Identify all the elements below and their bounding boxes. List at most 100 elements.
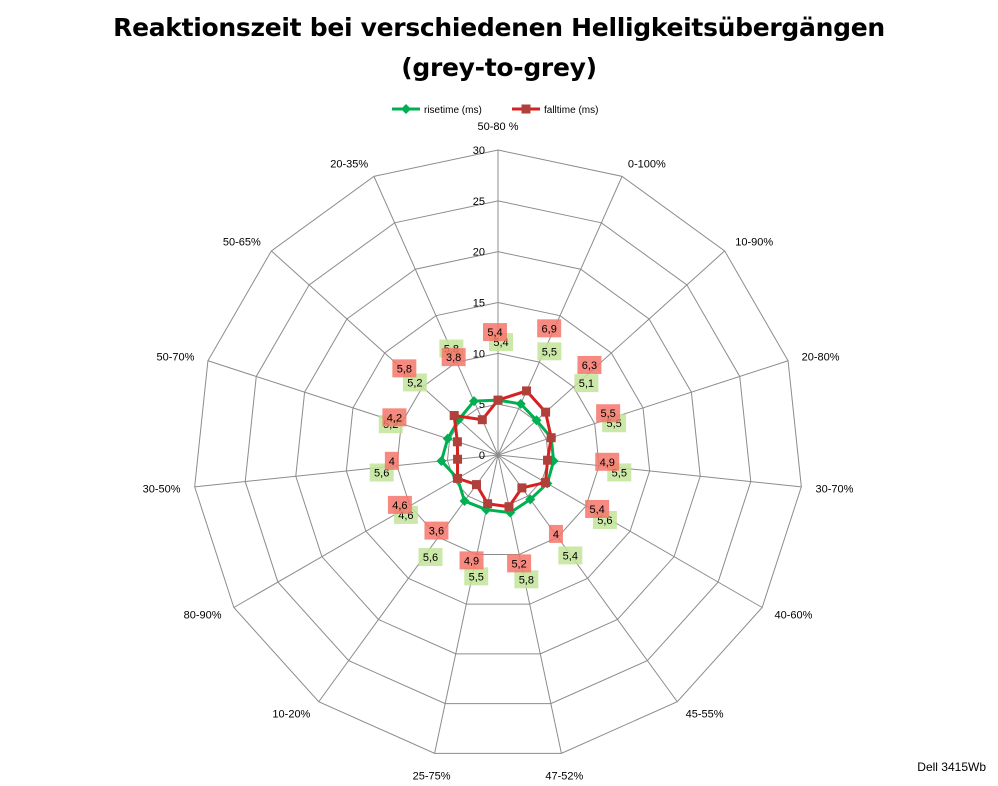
grid-spoke	[194, 454, 499, 488]
series-marker-1	[449, 411, 459, 421]
series-marker-1	[452, 473, 462, 483]
series-marker-0	[469, 396, 480, 407]
chart-title-line1: Reaktionszeit bei verschiedenen Helligke…	[113, 13, 885, 42]
data-label-bg	[577, 355, 602, 374]
data-label-bg	[402, 373, 427, 392]
data-label-bg	[483, 323, 507, 342]
data-label-bg	[595, 452, 620, 471]
category-label: 50-65%	[223, 236, 261, 248]
grid-ring	[345, 301, 651, 605]
data-label: 5,4	[563, 550, 578, 562]
data-label-bg	[507, 554, 532, 573]
watermark: Dell 3415Wb	[917, 760, 986, 774]
category-label: 0-100%	[628, 158, 666, 170]
data-label-bg	[514, 570, 539, 589]
data-label: 4,9	[600, 457, 615, 469]
data-label-bg	[384, 451, 399, 470]
category-label: 30-50%	[143, 483, 181, 495]
data-label-bg	[418, 548, 443, 567]
category-label: 10-90%	[735, 236, 773, 248]
tick-label: 0	[479, 450, 485, 462]
series-marker-1	[522, 386, 532, 396]
series-marker-0	[436, 455, 447, 466]
tick-label: 20	[473, 247, 485, 259]
grid-spoke	[318, 454, 499, 703]
series-layer	[436, 386, 559, 518]
category-label: 10-20%	[272, 708, 310, 720]
series-marker-1	[471, 480, 481, 490]
series-marker-0	[442, 433, 453, 444]
category-label: 25-75%	[413, 770, 451, 782]
data-label: 3,8	[446, 352, 461, 364]
data-label: 5,5	[600, 408, 615, 420]
data-label: 5,6	[374, 468, 389, 480]
data-label: 5,6	[597, 515, 612, 527]
data-label-bg	[424, 521, 449, 540]
data-label: 4,2	[387, 412, 402, 424]
category-label: 50-80 %	[478, 121, 519, 133]
data-label-bg	[558, 546, 583, 565]
grid-spoke	[497, 454, 678, 703]
data-label: 5,8	[397, 363, 412, 375]
tick-label: 10	[473, 348, 485, 360]
data-label-bg	[382, 408, 407, 427]
grid-spoke	[373, 176, 499, 456]
data-label: 6,3	[582, 360, 597, 372]
legend-marker-0	[401, 104, 411, 114]
tick-label: 15	[473, 298, 485, 310]
tick-label: 5	[479, 399, 485, 411]
data-label: 4,6	[392, 500, 407, 512]
series-marker-0	[531, 415, 542, 426]
grid-spoke	[497, 360, 789, 456]
tick-label: 30	[473, 145, 485, 157]
series-marker-1	[452, 437, 462, 447]
data-label: 4,9	[464, 555, 479, 567]
data-label-bg	[441, 348, 466, 367]
data-label-bg	[574, 374, 599, 393]
data-label-bg	[387, 495, 412, 514]
data-label: 4	[389, 456, 395, 468]
tick-label: 25	[473, 196, 485, 208]
category-label: 47-52%	[545, 770, 583, 782]
series-marker-1	[493, 395, 503, 405]
legend-label-1: falltime (ms)	[544, 105, 598, 116]
data-label-bg	[392, 359, 417, 378]
data-label: 5,6	[423, 552, 438, 564]
grid-ring	[244, 200, 752, 705]
category-label: 40-60%	[774, 610, 812, 622]
category-label: 50-70%	[156, 351, 194, 363]
data-label: 5,2	[511, 558, 526, 570]
category-label: 20-80%	[802, 351, 840, 363]
series-line-1	[452, 389, 553, 509]
data-label-bg	[585, 499, 610, 518]
data-label-bg	[537, 319, 562, 338]
data-label: 5,4	[487, 327, 502, 339]
series-marker-0	[459, 496, 470, 507]
series-marker-1	[504, 502, 514, 512]
data-label: 5,5	[542, 346, 557, 358]
series-marker-1	[517, 483, 527, 493]
legend: risetime (ms) falltime (ms)	[392, 104, 598, 116]
category-labels: 50-80 % 0-100% 10-90% 20-80% 30-70% 40-60% 45-…	[143, 121, 854, 782]
radar-ticks: 0 5 10 15 20 25 30	[473, 145, 485, 462]
category-label: 20-35%	[330, 158, 368, 170]
grid-ring	[396, 352, 600, 555]
series-marker-1	[453, 454, 463, 464]
chart-title-line2: (grey-to-grey)	[401, 53, 597, 82]
series-marker-1	[546, 433, 556, 443]
series-marker-1	[543, 455, 553, 465]
data-label: 5,8	[519, 574, 534, 586]
series-marker-1	[483, 499, 493, 509]
category-label: 80-90%	[184, 610, 222, 622]
data-label-bg	[464, 567, 489, 586]
data-label: 5,4	[589, 504, 604, 516]
grid-spoke	[497, 176, 623, 456]
legend-label-0: risetime (ms)	[424, 105, 482, 116]
data-label-bg	[459, 551, 484, 570]
data-label-bg	[548, 524, 563, 543]
series-marker-1	[477, 415, 487, 425]
category-label: 30-70%	[815, 483, 853, 495]
series-line-0	[439, 398, 556, 515]
radar-grid	[194, 149, 802, 754]
